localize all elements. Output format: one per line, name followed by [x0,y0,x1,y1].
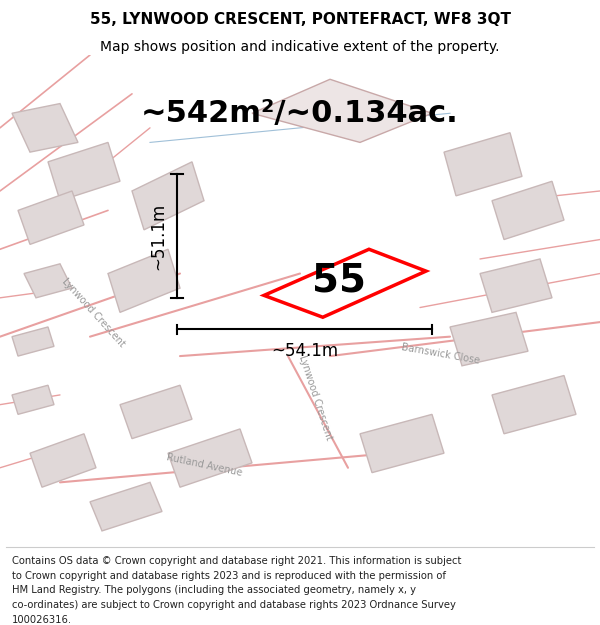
Polygon shape [444,132,522,196]
Polygon shape [168,429,252,488]
Polygon shape [24,264,72,298]
Text: co-ordinates) are subject to Crown copyright and database rights 2023 Ordnance S: co-ordinates) are subject to Crown copyr… [12,600,456,610]
Polygon shape [30,434,96,488]
Polygon shape [108,249,180,312]
Text: Contains OS data © Crown copyright and database right 2021. This information is : Contains OS data © Crown copyright and d… [12,556,461,566]
Polygon shape [12,104,78,152]
Polygon shape [360,414,444,472]
Polygon shape [12,385,54,414]
Polygon shape [492,181,564,239]
Polygon shape [12,327,54,356]
Polygon shape [132,162,204,230]
Polygon shape [90,482,162,531]
Text: to Crown copyright and database rights 2023 and is reproduced with the permissio: to Crown copyright and database rights 2… [12,571,446,581]
Text: Lynwood Crescent: Lynwood Crescent [296,354,334,441]
Polygon shape [252,79,432,142]
Text: 55: 55 [312,262,366,300]
Text: ~54.1m: ~54.1m [271,342,338,360]
Text: ~51.1m: ~51.1m [149,202,167,269]
Text: 55, LYNWOOD CRESCENT, PONTEFRACT, WF8 3QT: 55, LYNWOOD CRESCENT, PONTEFRACT, WF8 3Q… [89,12,511,27]
Text: Map shows position and indicative extent of the property.: Map shows position and indicative extent… [100,39,500,54]
Text: 100026316.: 100026316. [12,615,72,625]
Text: ~542m²/~0.134ac.: ~542m²/~0.134ac. [141,99,459,127]
Polygon shape [18,191,84,244]
Polygon shape [450,312,528,366]
Text: Lynwood Crescent: Lynwood Crescent [59,276,127,349]
Polygon shape [480,259,552,312]
Polygon shape [492,376,576,434]
Text: Barnswick Close: Barnswick Close [401,342,481,366]
Polygon shape [48,142,120,201]
Text: Rutland Avenue: Rutland Avenue [165,452,243,478]
Text: HM Land Registry. The polygons (including the associated geometry, namely x, y: HM Land Registry. The polygons (includin… [12,586,416,596]
Polygon shape [120,385,192,439]
